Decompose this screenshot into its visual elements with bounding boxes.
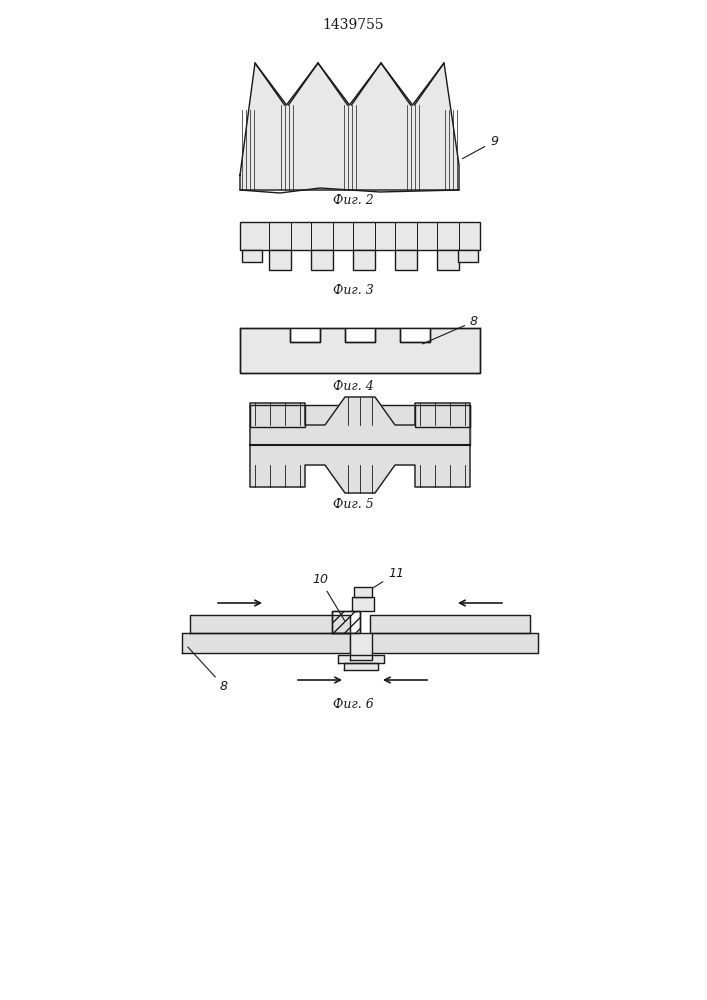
Polygon shape [370,615,530,633]
Bar [437,250,459,270]
Polygon shape [190,615,350,633]
Bar [352,597,374,611]
Polygon shape [250,445,470,493]
Bar [415,405,470,427]
Bar [269,250,291,270]
Bar [242,250,262,262]
Polygon shape [240,63,459,190]
Bar [250,405,470,445]
Text: 8: 8 [188,647,228,693]
Polygon shape [182,633,350,653]
Polygon shape [344,663,378,670]
Bar [354,587,372,597]
Bar [290,328,320,342]
Bar [250,405,305,427]
Polygon shape [370,633,538,653]
Bar [353,250,375,270]
Text: 9: 9 [462,135,498,159]
Polygon shape [350,633,372,660]
Bar [240,222,480,250]
Bar [332,611,360,633]
Polygon shape [338,655,384,663]
Bar [458,250,478,262]
Text: 8: 8 [423,315,478,344]
Bar [400,328,430,342]
Bar [240,328,480,372]
Bar [395,250,417,270]
Bar [311,250,333,270]
Text: Фиг. 2: Фиг. 2 [332,194,373,207]
Text: Фиг. 4: Фиг. 4 [332,380,373,393]
Text: Фиг. 6: Фиг. 6 [332,698,373,712]
Text: Фиг. 5: Фиг. 5 [332,498,373,512]
Bar [345,328,375,342]
Text: Фиг. 3: Фиг. 3 [332,284,373,296]
Text: 10: 10 [312,573,344,621]
Text: 1439755: 1439755 [322,18,384,32]
Text: 11: 11 [370,567,404,590]
Polygon shape [250,397,470,445]
